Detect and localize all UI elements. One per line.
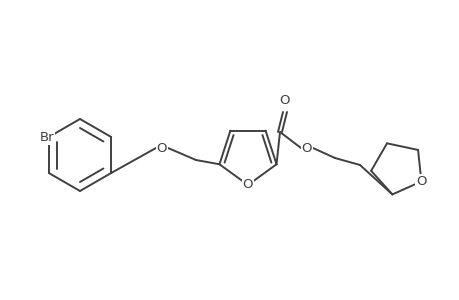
Text: O: O <box>279 94 290 107</box>
Text: Br: Br <box>39 131 54 144</box>
Text: O: O <box>157 142 167 154</box>
Text: O: O <box>242 178 253 191</box>
Text: O: O <box>301 142 312 154</box>
Text: O: O <box>415 175 425 188</box>
